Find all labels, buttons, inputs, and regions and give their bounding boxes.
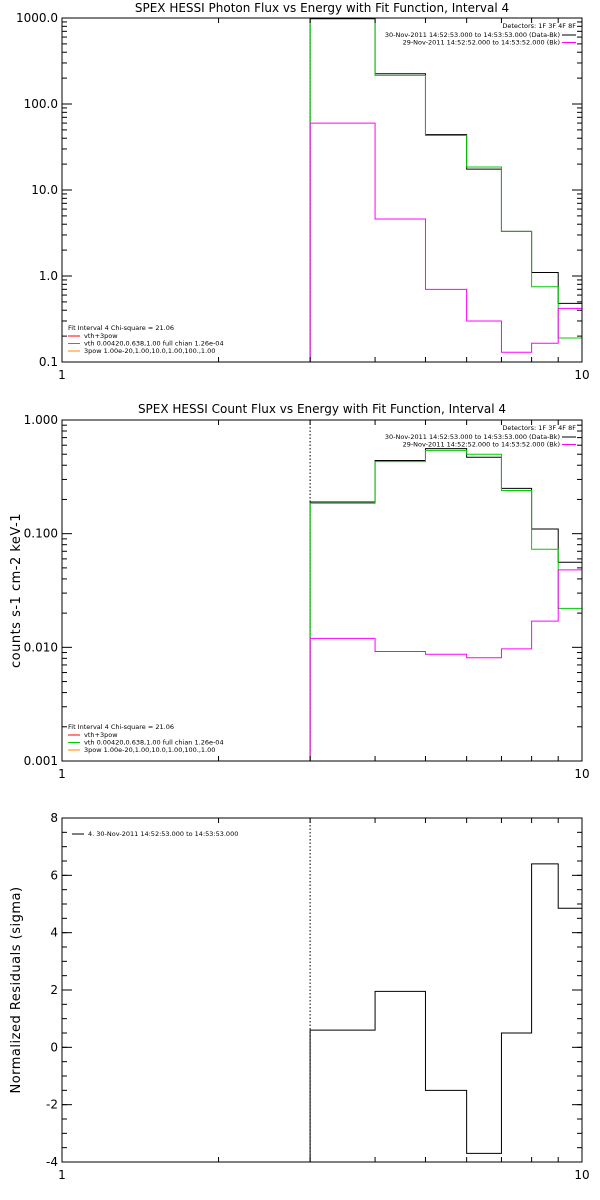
legend-entry-label: vth 0.00420,0.638,1.00 full chian 1.26e-… [84, 340, 224, 348]
x-tick-label: 10 [574, 1168, 589, 1182]
y-tick-label: 2 [50, 983, 58, 997]
chart-panel-2: SPEX HESSI Count Flux vs Energy with Fit… [9, 402, 590, 781]
legend-entry-label: 30-Nov-2011 14:52:53.000 to 14:53:53.000… [385, 433, 560, 441]
y-tick-label: 0.001 [24, 754, 58, 768]
y-tick-label: 100.0 [24, 97, 58, 111]
legend-header: Fit Interval 4 Chi-square = 21.06 [68, 324, 174, 332]
y-tick-label: 1.0 [39, 269, 58, 283]
y-tick-label: 0.1 [39, 355, 58, 369]
y-tick-label: 8 [50, 811, 58, 825]
series-line-3 [309, 569, 582, 761]
legend-header: Fit Interval 4 Chi-square = 21.06 [68, 723, 174, 731]
legend-header: Detectors: 1F 3F 4F 8F [502, 424, 576, 432]
y-tick-label: 0.100 [24, 527, 58, 541]
series-line-1 [309, 18, 582, 362]
x-tick-label: 1 [58, 1168, 66, 1182]
legend-entry-label: 30-Nov-2011 14:52:53.000 to 14:53:53.000… [385, 31, 560, 39]
series-line-1 [309, 448, 582, 761]
chart-panel-1: SPEX HESSI Photon Flux vs Energy with Fi… [16, 1, 590, 382]
chart-title: SPEX HESSI Count Flux vs Energy with Fit… [138, 402, 506, 416]
x-tick-label: 1 [58, 368, 66, 382]
legend-header: Detectors: 1F 3F 4F 8F [502, 22, 576, 30]
legend-entry-label: 3pow 1.00e-20,1.00,10.0,1.00,100.,1.00 [84, 746, 215, 754]
y-tick-label: 4 [50, 926, 58, 940]
series-line-1 [309, 863, 582, 1162]
x-tick-label: 1 [58, 767, 66, 781]
plot-frame [61, 817, 583, 1163]
y-tick-label: 0 [50, 1040, 58, 1054]
series-line-2 [309, 18, 582, 362]
y-tick-label: 1.000 [24, 413, 58, 427]
y-tick-label: 1000.0 [16, 11, 58, 25]
y-tick-label: -2 [46, 1098, 58, 1112]
legend-entry-label: 29-Nov-2011 14:52:52.000 to 14:53:52.000… [403, 39, 560, 47]
legend-entry-label: 4. 30-Nov-2011 14:52:53.000 to 14:53:53.… [88, 830, 238, 838]
chart-panel-3: Normalized Residuals (sigma) 1 10 -4 -2 0 2 4 6 8… [9, 811, 590, 1182]
plot-frame [61, 17, 583, 363]
y-tick-label: 0.010 [24, 640, 58, 654]
series-line-3 [309, 122, 582, 362]
y-tick-label: -4 [46, 1155, 58, 1169]
legend-entry-label: vth 0.00420,0.638,1.00 full chian 1.26e-… [84, 739, 224, 747]
y-axis-label: counts s-1 cm-2 keV-1 [9, 513, 24, 668]
x-tick-label: 10 [574, 368, 589, 382]
legend-entry-label: 3pow 1.00e-20,1.00,10.0,1.00,100.,1.00 [84, 347, 215, 355]
series-line-2 [309, 449, 582, 761]
y-axis-label: Normalized Residuals (sigma) [9, 886, 24, 1093]
y-tick-label: 10.0 [31, 183, 58, 197]
legend-entry-label: 29-Nov-2011 14:52:52.000 to 14:53:52.000… [403, 441, 560, 449]
plot-frame [61, 419, 583, 762]
legend-entry-label: vth+3pow [84, 731, 118, 739]
chart-title: SPEX HESSI Photon Flux vs Energy with Fi… [135, 1, 509, 15]
y-tick-label: 6 [50, 868, 58, 882]
legend-entry-label: vth+3pow [84, 332, 118, 340]
x-tick-label: 10 [574, 767, 589, 781]
